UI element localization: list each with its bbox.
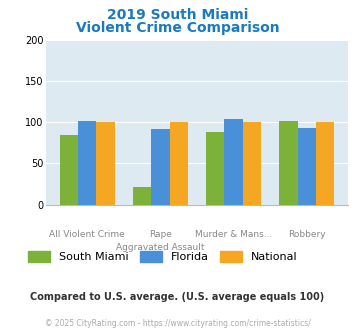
Bar [97,122,115,205]
Bar [206,132,224,205]
Text: Aggravated Assault: Aggravated Assault [116,244,205,252]
Bar [133,187,151,205]
Text: © 2025 CityRating.com - https://www.cityrating.com/crime-statistics/: © 2025 CityRating.com - https://www.city… [45,319,310,328]
Bar [243,122,261,205]
Legend: South Miami, Florida, National: South Miami, Florida, National [23,247,302,267]
Text: 2019 South Miami: 2019 South Miami [107,8,248,22]
Text: Murder & Mans...: Murder & Mans... [195,230,272,239]
Text: Compared to U.S. average. (U.S. average equals 100): Compared to U.S. average. (U.S. average … [31,292,324,302]
Text: Violent Crime Comparison: Violent Crime Comparison [76,21,279,35]
Text: All Violent Crime: All Violent Crime [49,230,125,239]
Text: Rape: Rape [149,230,172,239]
Bar [60,135,78,205]
Bar [78,121,97,205]
Bar [224,119,243,205]
Bar [297,128,316,205]
Bar [170,122,188,205]
Bar [316,122,334,205]
Bar [279,121,297,205]
Bar [151,129,170,205]
Text: Robbery: Robbery [288,230,326,239]
